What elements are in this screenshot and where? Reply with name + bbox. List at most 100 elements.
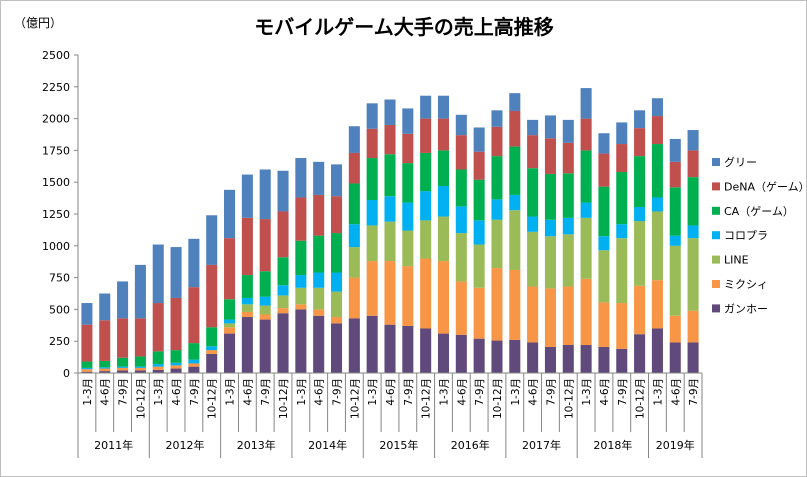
y-tick-label: 1250 <box>42 208 70 221</box>
bar-segment-series-5 <box>473 151 485 180</box>
x-tick-label: 10-12月 <box>207 378 219 419</box>
y-tick-label: 2500 <box>42 49 70 62</box>
bar-segment-series-6 <box>330 164 343 197</box>
bar-segment-series-0 <box>527 342 539 373</box>
legend-swatch <box>712 280 720 288</box>
bar-segment-series-5 <box>598 153 610 187</box>
bar-segment-series-6 <box>634 110 646 129</box>
bar-segment-series-5 <box>259 219 271 272</box>
bar-segment-series-1 <box>206 350 218 354</box>
bar-segment-series-3 <box>598 236 610 251</box>
bar-segment-series-1 <box>616 303 628 349</box>
bar-segment-series-5 <box>384 124 396 155</box>
bar-segment-series-4 <box>598 186 610 237</box>
bar-segment-series-6 <box>687 130 699 151</box>
year-label: 2016年 <box>451 438 490 452</box>
bar-segment-series-5 <box>562 142 574 174</box>
x-tick-label: 7-9月 <box>332 378 344 406</box>
bar-segment-series-4 <box>616 172 628 225</box>
bar-segment-series-6 <box>598 133 610 154</box>
bar-segment-series-6 <box>241 174 253 218</box>
bar-segment-series-3 <box>527 216 539 232</box>
bar-segment-series-5 <box>455 135 467 170</box>
bar-segment-series-6 <box>527 119 539 136</box>
bar-segment-series-6 <box>669 138 681 162</box>
bar-segment-series-0 <box>544 346 556 373</box>
bar-segment-series-0 <box>330 323 343 373</box>
legend-label: DeNA（ゲーム） <box>724 180 807 193</box>
bar-segment-series-1 <box>99 368 111 372</box>
x-tick-label: 4-6月 <box>456 378 468 406</box>
bar-segment-series-6 <box>134 264 146 319</box>
x-tick-label: 10-12月 <box>563 378 575 419</box>
bar-segment-series-3 <box>259 296 271 306</box>
year-label: 2013年 <box>237 438 276 452</box>
x-tick-label: 1-3月 <box>510 378 522 406</box>
bar-segment-series-4 <box>527 168 539 217</box>
x-tick-label: 1-3月 <box>82 378 94 406</box>
bar-segment-series-6 <box>295 158 307 198</box>
year-label: 2011年 <box>94 438 133 452</box>
bar-segment-series-1 <box>348 277 360 319</box>
x-tick-label: 10-12月 <box>135 378 147 419</box>
bar-segment-series-0 <box>455 334 467 373</box>
bar-segment-series-3 <box>437 186 450 217</box>
bar-segment-series-1 <box>295 304 307 310</box>
bar-segment-series-0 <box>241 317 253 373</box>
bar-segment-series-2 <box>313 287 325 310</box>
bar-segment-series-4 <box>687 177 699 226</box>
bar-segment-series-3 <box>241 297 253 305</box>
x-tick-label: 7-9月 <box>118 378 130 406</box>
bar-segment-series-3 <box>366 200 378 226</box>
bar-segment-series-2 <box>527 231 539 287</box>
bar-segment-series-6 <box>651 98 663 117</box>
bar-segment-series-0 <box>81 371 93 373</box>
bar-segment-series-5 <box>170 297 182 351</box>
bar-segment-series-0 <box>651 328 663 373</box>
year-label: 2019年 <box>656 438 695 452</box>
bar-segment-series-1 <box>491 268 503 341</box>
legend-swatch <box>712 158 720 166</box>
bar-segment-series-1 <box>544 288 556 347</box>
x-tick-label: 4-6月 <box>599 378 611 406</box>
bar-segment-series-0 <box>117 370 129 373</box>
bar-segment-series-5 <box>134 318 146 357</box>
bar-segment-series-2 <box>598 250 610 303</box>
legend-label: グリー <box>724 155 757 169</box>
bar-segment-series-6 <box>313 161 325 195</box>
x-tick-label: 7-9月 <box>474 378 486 406</box>
x-tick-labels: 1-3月 4-6月 7-9月 10-12月 1-3月 4-6月 7-9月 10-12月 1-3月… <box>82 378 700 452</box>
bar-segment-series-4 <box>562 173 574 218</box>
bar-segment-series-5 <box>509 110 521 147</box>
bar-segment-series-3 <box>117 366 129 368</box>
bar-segment-series-4 <box>259 271 271 297</box>
bar-segment-series-1 <box>509 269 521 340</box>
bar-segment-series-4 <box>224 299 236 320</box>
bar-segment-series-3 <box>420 191 432 221</box>
bar-segment-series-1 <box>420 258 432 329</box>
bar-segment-series-1 <box>527 286 539 343</box>
x-tick-label: 1-3月 <box>438 378 450 406</box>
bar-segment-series-0 <box>384 324 396 373</box>
bar-segment-series-0 <box>420 328 432 373</box>
bar-segment-series-4 <box>277 257 289 286</box>
bar-segment-series-0 <box>437 333 450 373</box>
bar-segment-series-5 <box>313 194 325 236</box>
bar-segment-series-6 <box>259 169 271 220</box>
bar-segment-series-2 <box>366 225 378 262</box>
bar-segment-series-4 <box>295 240 307 276</box>
bar-segment-series-6 <box>509 93 521 111</box>
bar-segment-series-5 <box>420 118 432 153</box>
bar-segment-series-2 <box>634 220 646 286</box>
bar-segment-series-1 <box>313 309 325 316</box>
bar-segment-series-3 <box>330 272 343 292</box>
x-tick-label: 7-9月 <box>403 378 415 406</box>
bar-segment-series-2 <box>241 304 253 312</box>
bar-segment-series-4 <box>134 356 146 367</box>
bar-segment-series-5 <box>651 116 663 145</box>
bar-segment-series-4 <box>348 183 360 225</box>
bar-segment-series-5 <box>277 211 289 258</box>
bar-segment-series-6 <box>437 95 450 119</box>
